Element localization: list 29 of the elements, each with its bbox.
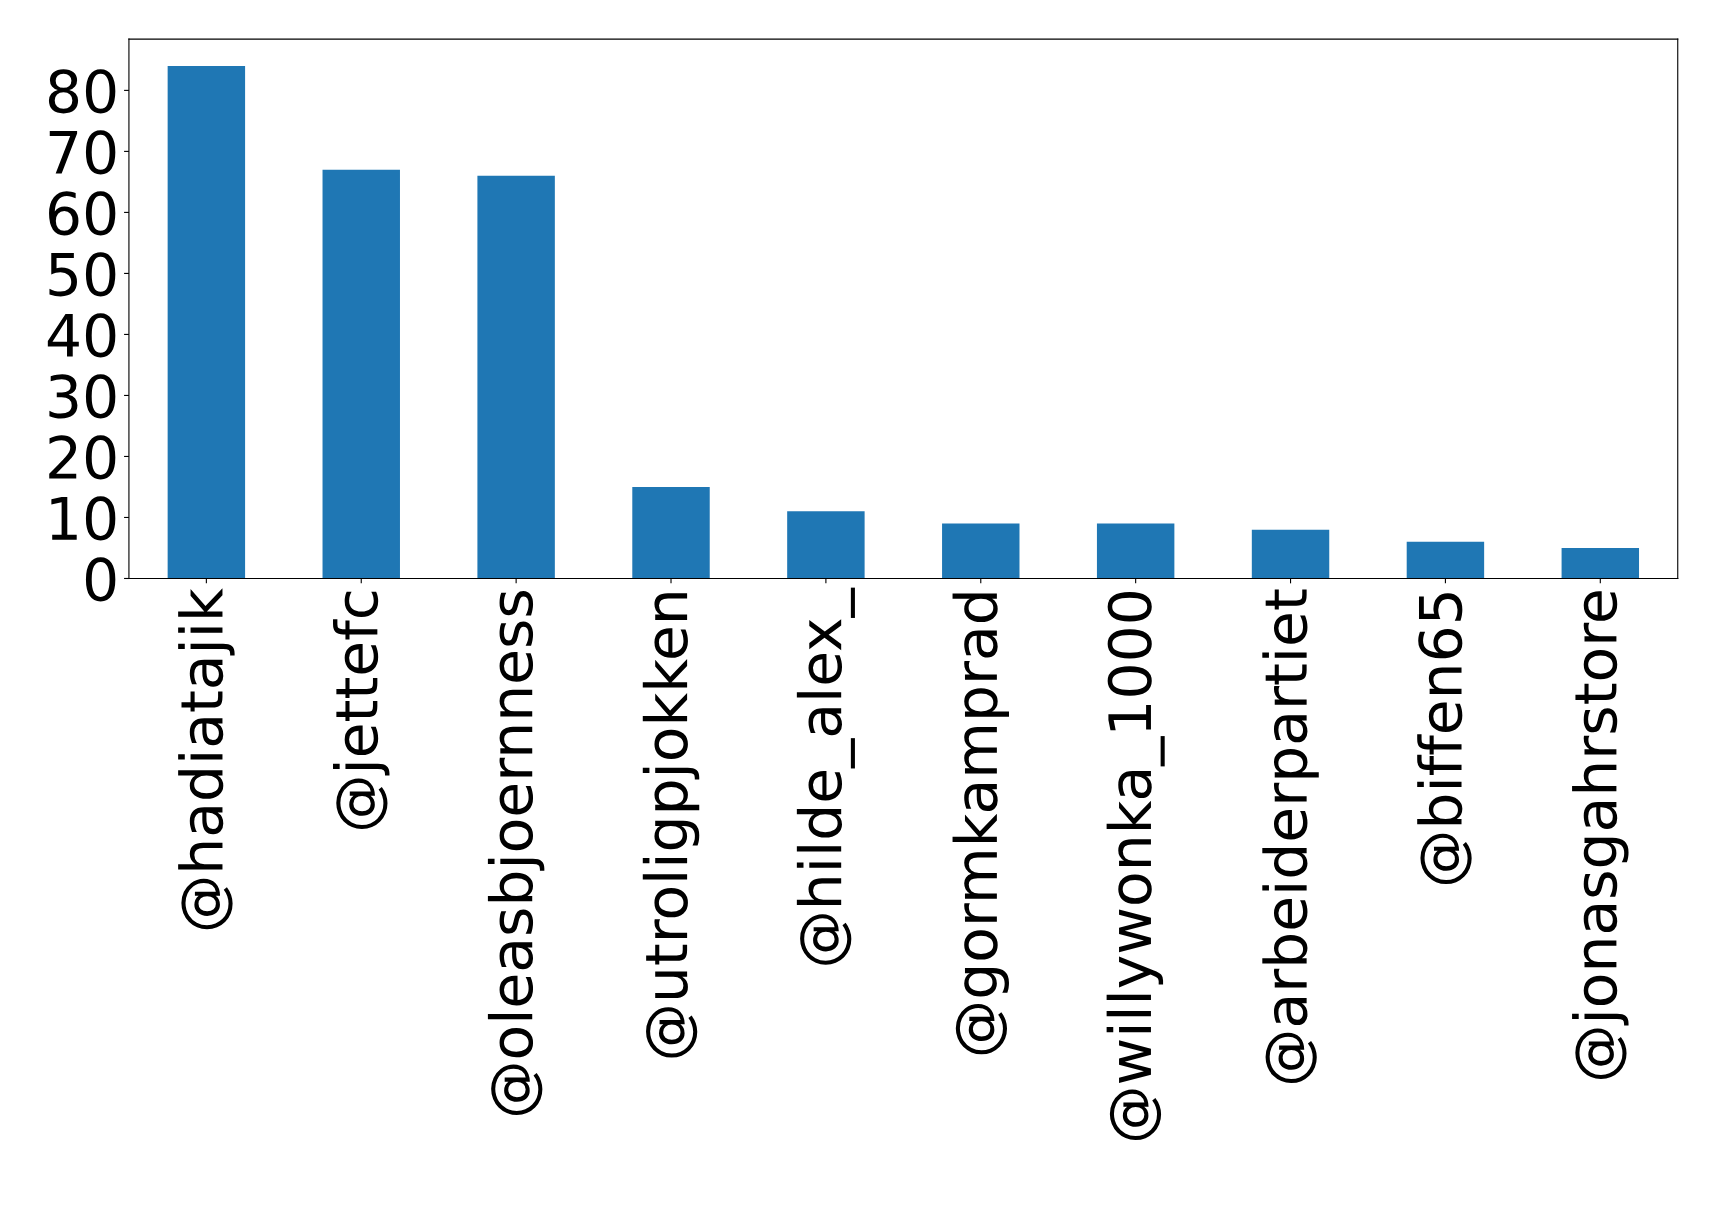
y-tick-label: 10 [51, 496, 116, 541]
y-tick-label: 50 [49, 252, 116, 297]
bar [1096, 523, 1175, 579]
y-tick-label: 40 [47, 313, 116, 358]
x-tick-label: @willywonka_1000 [1106, 592, 1165, 1141]
x-tick-label: @biffen65 [1417, 593, 1472, 885]
y-tick-label: 0 [85, 557, 116, 602]
x-tick-label: @utroligpjokken [642, 593, 700, 1058]
y-tick-label: 30 [49, 374, 116, 419]
x-tick-label: @jettefc [333, 591, 390, 830]
x-tick-label: @arbeiderpartiet [1262, 589, 1319, 1084]
x-tick-label: @hadiatajik [178, 588, 235, 930]
x-tick-label: @jonasgahrstore [1572, 591, 1629, 1079]
x-tick-label: @gormkamprad [952, 593, 1009, 1055]
bar [942, 523, 1020, 579]
bar [632, 486, 710, 579]
bar [1251, 529, 1330, 579]
y-tick-label: 20 [49, 435, 116, 480]
y-tick-label: 60 [49, 191, 116, 236]
bar [477, 175, 555, 579]
bar [1561, 547, 1640, 579]
y-tick-label: 80 [48, 69, 116, 114]
x-tick-label: @hilde_alex_ [796, 587, 855, 965]
x-tick-label: @oleasbjoernness [487, 591, 545, 1116]
bar [322, 169, 400, 579]
y-tick-label: 70 [49, 130, 116, 175]
bar [787, 511, 865, 579]
bar [167, 65, 246, 579]
bar [1406, 541, 1485, 579]
